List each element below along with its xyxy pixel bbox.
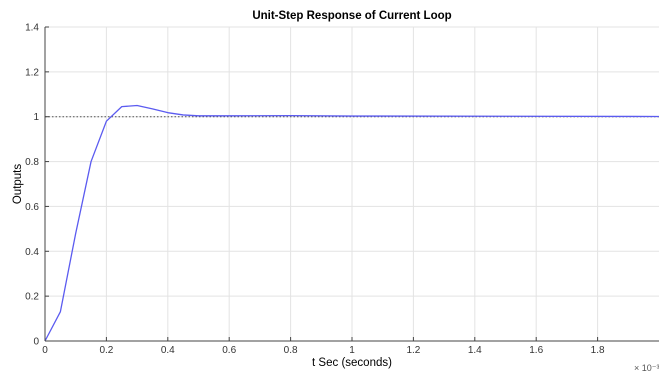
x-tick-label: 1.6 bbox=[529, 345, 543, 356]
x-tick-label: 1 bbox=[349, 345, 355, 356]
x-axis-exponent: × 10⁻³ bbox=[634, 363, 659, 373]
x-tick-label: 1.8 bbox=[591, 345, 605, 356]
x-tick-label: 0.8 bbox=[284, 345, 298, 356]
y-tick-label: 0.6 bbox=[25, 202, 39, 213]
y-tick-labels: 0 0.2 0.4 0.6 0.8 1 1.2 1.4 bbox=[25, 23, 39, 348]
axes-frame bbox=[44, 26, 659, 342]
x-tick-label: 1.2 bbox=[406, 345, 420, 356]
y-axis-label: Outputs bbox=[12, 164, 24, 205]
y-tick-label: 1 bbox=[33, 112, 39, 123]
x-tick-label: 1.4 bbox=[468, 345, 482, 356]
x-tick-label: 0.2 bbox=[99, 345, 113, 356]
y-tick-label: 0.8 bbox=[25, 157, 39, 168]
series-line-0 bbox=[44, 104, 659, 342]
y-tick-label: 1.4 bbox=[25, 23, 39, 34]
x-tick-label: 0 bbox=[42, 345, 48, 356]
series-group bbox=[44, 104, 659, 342]
y-tick-label: 0.2 bbox=[25, 292, 39, 303]
chart-title: Unit-Step Response of Current Loop bbox=[252, 10, 451, 22]
x-axis-label: t Sec (seconds) bbox=[312, 357, 392, 369]
x-tick-labels: 0 0.2 0.4 0.6 0.8 1 1.2 1.4 1.6 1.8 bbox=[42, 345, 605, 356]
y-tick-label: 0.4 bbox=[25, 247, 39, 258]
y-tick-label: 1.2 bbox=[25, 67, 39, 78]
x-tick-label: 0.6 bbox=[222, 345, 236, 356]
x-tick-label: 0.4 bbox=[161, 345, 175, 356]
y-tick-label: 0 bbox=[33, 337, 39, 348]
